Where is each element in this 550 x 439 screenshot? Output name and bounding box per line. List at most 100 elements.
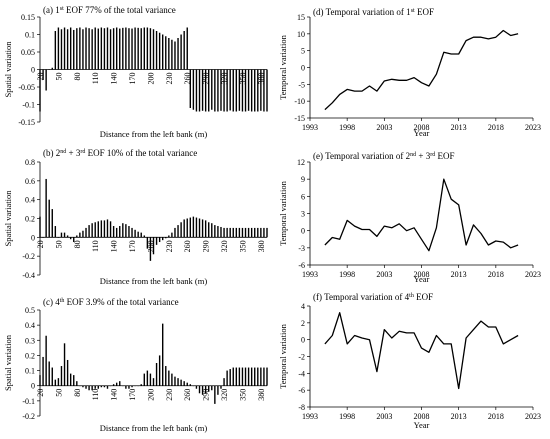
bar bbox=[223, 69, 225, 112]
bar bbox=[158, 32, 161, 70]
bar bbox=[232, 69, 234, 112]
bar bbox=[254, 227, 256, 238]
bar bbox=[119, 381, 121, 386]
bar bbox=[42, 356, 44, 386]
bar bbox=[54, 379, 57, 386]
title-text: + 3 bbox=[66, 148, 81, 158]
y-tick-label: -0.2 bbox=[22, 252, 35, 261]
bar bbox=[198, 218, 201, 238]
bar bbox=[266, 227, 268, 238]
x-tick-label: 140 bbox=[110, 240, 119, 252]
panel-a: 0.15 0.1 0.05 0 -0.05 -0.1 -0.15 Spatial variat… bbox=[3, 5, 268, 139]
x-tick-label: 1993 bbox=[302, 123, 318, 132]
bar bbox=[266, 69, 268, 112]
title-text: + 3 bbox=[416, 151, 431, 161]
title-text: EOF 77% of the total variance bbox=[64, 5, 176, 15]
bar bbox=[155, 31, 158, 70]
bar bbox=[195, 69, 198, 112]
title-text: (f) Temporal variation of 4 bbox=[313, 292, 410, 302]
bar bbox=[69, 373, 72, 386]
y-tick-label: -6 bbox=[298, 386, 305, 395]
x-tick-label: 80 bbox=[73, 73, 82, 81]
y-axis-label: Spatial variation bbox=[3, 190, 13, 247]
bar bbox=[91, 29, 93, 70]
x-tick-label: 2003 bbox=[376, 412, 392, 421]
title-text: EOF bbox=[414, 292, 433, 302]
bar bbox=[122, 27, 124, 70]
bar bbox=[146, 27, 149, 70]
y-tick-label: 0.4 bbox=[25, 196, 35, 205]
bar bbox=[115, 227, 118, 238]
bar bbox=[97, 385, 99, 389]
x-tick-label: 80 bbox=[73, 389, 82, 397]
bar bbox=[260, 367, 262, 386]
bar bbox=[183, 31, 185, 70]
y-tick-label: -0.05 bbox=[18, 83, 35, 92]
panel-d-title: (d) Temporal variation of 1st EOF bbox=[313, 7, 434, 17]
bar bbox=[226, 69, 228, 112]
bar bbox=[131, 227, 133, 238]
bar bbox=[177, 378, 179, 386]
bar bbox=[155, 237, 158, 245]
bar bbox=[54, 31, 57, 70]
bar bbox=[39, 216, 41, 238]
bar bbox=[103, 385, 106, 388]
x-tick-label: 2023 bbox=[525, 412, 541, 421]
x-tick-label: 2013 bbox=[451, 270, 467, 279]
bar bbox=[122, 223, 124, 238]
bar bbox=[39, 69, 41, 112]
x-tick-label: 110 bbox=[91, 389, 100, 401]
bar bbox=[66, 359, 69, 386]
y-tick-label: 0.5 bbox=[25, 306, 35, 315]
bar bbox=[100, 220, 103, 238]
bar bbox=[162, 323, 164, 386]
x-tick-label: 2023 bbox=[525, 123, 541, 132]
bar bbox=[247, 69, 250, 111]
y-tick-label: -2 bbox=[298, 353, 305, 362]
bar bbox=[180, 34, 182, 70]
y-tick-label: 0.2 bbox=[25, 215, 35, 224]
bar bbox=[143, 373, 145, 386]
bar bbox=[115, 382, 118, 386]
bar bbox=[232, 227, 234, 238]
bar bbox=[73, 375, 75, 386]
y-tick-label: -4 bbox=[298, 369, 305, 378]
bar bbox=[214, 385, 216, 404]
y-tick-label: -6 bbox=[298, 261, 305, 270]
title-text: EOF 3.9% of the total variance bbox=[64, 297, 178, 307]
bar bbox=[51, 367, 53, 386]
bar bbox=[76, 381, 78, 386]
x-tick-label: 110 bbox=[91, 240, 100, 252]
y-tick-label: 0.1 bbox=[25, 31, 35, 40]
bar bbox=[214, 69, 216, 112]
y-axis-label: Spatial variation bbox=[3, 334, 13, 391]
bar bbox=[57, 378, 60, 386]
panel-a-title: (a) 1st EOF 77% of the total variance bbox=[43, 5, 176, 15]
bar bbox=[100, 27, 103, 70]
bar bbox=[192, 69, 195, 110]
bar bbox=[165, 36, 167, 70]
bar bbox=[60, 29, 63, 70]
x-tick-label: 290 bbox=[202, 389, 211, 401]
title-superscript: th bbox=[409, 293, 414, 299]
bar bbox=[106, 385, 109, 389]
bar bbox=[106, 27, 109, 70]
y-tick-label: -0.2 bbox=[22, 412, 35, 421]
x-tick-label: 320 bbox=[220, 73, 229, 85]
bar bbox=[51, 209, 53, 238]
y-tick-label: -5 bbox=[298, 80, 305, 89]
bar bbox=[171, 39, 173, 70]
bar bbox=[241, 69, 244, 112]
bar bbox=[125, 385, 127, 389]
bar bbox=[149, 28, 152, 70]
bar bbox=[266, 367, 268, 386]
bar bbox=[217, 226, 219, 238]
x-tick-label: 200 bbox=[146, 389, 155, 401]
y-tick-label: 0 bbox=[31, 382, 35, 391]
bar bbox=[223, 378, 225, 386]
x-tick-label: 1998 bbox=[339, 412, 355, 421]
x-tick-label: 230 bbox=[165, 73, 174, 85]
bar bbox=[257, 367, 259, 386]
title-text: EOF 10% of the total variance bbox=[85, 148, 197, 158]
